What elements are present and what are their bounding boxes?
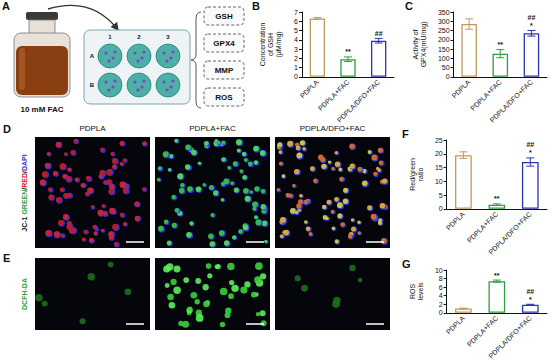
html-text:F: F — [402, 128, 409, 140]
svg-text:ROS: ROS — [409, 284, 416, 300]
svg-text:2: 2 — [137, 34, 141, 40]
svg-text:Red/green: Red/green — [409, 158, 417, 191]
svg-text:GPX4(mU/mg): GPX4(mU/mg) — [420, 21, 428, 67]
svg-text:PDPLA: PDPLA — [445, 210, 466, 231]
html-text:RED: RED — [20, 172, 28, 188]
svg-text:300: 300 — [438, 18, 450, 25]
html-text:GREEN: GREEN — [20, 189, 28, 215]
html-text:A: A — [2, 0, 10, 12]
svg-text:of GSH: of GSH — [267, 33, 274, 56]
svg-text:Concentration: Concentration — [259, 23, 266, 67]
svg-text:10 mM FAC: 10 mM FAC — [20, 105, 63, 114]
svg-text:8: 8 — [439, 275, 443, 282]
svg-text:5: 5 — [294, 27, 298, 34]
svg-text:##: ## — [526, 288, 534, 295]
svg-text:PDPLA/DFO+FAC: PDPLA/DFO+FAC — [487, 210, 532, 255]
svg-text:**: ** — [345, 48, 351, 55]
svg-text:350: 350 — [438, 9, 450, 16]
svg-text:10: 10 — [435, 178, 443, 185]
html-text:E: E — [3, 252, 11, 264]
svg-text:**: ** — [498, 41, 504, 48]
svg-text:Activity of: Activity of — [412, 29, 420, 59]
svg-text:2: 2 — [439, 301, 443, 308]
svg-text:6: 6 — [294, 18, 298, 25]
svg-text:PDPLA/DFO+FAC: PDPLA/DFO+FAC — [336, 78, 381, 123]
svg-text:PDPLA+FAC: PDPLA+FAC — [466, 314, 500, 348]
svg-text:GSH: GSH — [215, 12, 233, 21]
svg-text:1: 1 — [294, 64, 298, 71]
html-text:D: D — [3, 123, 11, 135]
svg-text:3: 3 — [294, 46, 298, 53]
html-text:JC-1: JC-1 — [20, 214, 28, 232]
svg-text:ROS: ROS — [215, 93, 233, 102]
svg-text:0: 0 — [294, 73, 298, 80]
svg-text:10: 10 — [435, 267, 443, 274]
svg-text:(μM/mg): (μM/mg) — [275, 31, 283, 57]
svg-text:*: * — [530, 22, 533, 29]
svg-text:GPX4: GPX4 — [213, 39, 235, 48]
svg-text:PDPLA: PDPLA — [445, 314, 466, 335]
svg-text:PDPLA: PDPLA — [450, 78, 471, 99]
html-text:C: C — [405, 0, 413, 12]
svg-text:25: 25 — [435, 137, 443, 144]
svg-text:PDPLA+FAC: PDPLA+FAC — [466, 210, 500, 244]
svg-text:B: B — [90, 82, 95, 88]
svg-text:1: 1 — [108, 34, 112, 40]
svg-text:**: ** — [494, 195, 500, 202]
svg-text:PDPLA/DFO+FAC: PDPLA/DFO+FAC — [487, 314, 532, 359]
svg-text:3: 3 — [166, 34, 170, 40]
svg-text:ratio: ratio — [417, 168, 424, 182]
svg-text:PDPLA+FAC: PDPLA+FAC — [317, 78, 351, 112]
svg-text:0: 0 — [446, 73, 450, 80]
svg-text:##: ## — [375, 30, 383, 37]
svg-text:2: 2 — [294, 55, 298, 62]
svg-text:PDPLA+FAC: PDPLA+FAC — [469, 78, 503, 112]
svg-text:250: 250 — [438, 27, 450, 34]
svg-text:4: 4 — [294, 36, 298, 43]
svg-text:0: 0 — [439, 309, 443, 316]
svg-text:100: 100 — [438, 55, 450, 62]
svg-text:4: 4 — [439, 292, 443, 299]
svg-text:##: ## — [526, 141, 534, 148]
svg-text:200: 200 — [438, 36, 450, 43]
html-text:B: B — [252, 0, 260, 12]
svg-text:50: 50 — [442, 64, 450, 71]
svg-text:7: 7 — [294, 9, 298, 16]
svg-text:A: A — [90, 53, 95, 59]
svg-text:*: * — [529, 296, 532, 303]
svg-text:**: ** — [494, 272, 500, 279]
svg-text:PDPLA: PDPLA — [299, 78, 320, 99]
svg-text:##: ## — [528, 14, 536, 21]
html-text:G: G — [402, 258, 411, 270]
svg-text:MMP: MMP — [215, 66, 234, 75]
svg-text:PDPLA/DFO+FAC: PDPLA/DFO+FAC — [488, 78, 533, 123]
html-text:PDPLA/DFO+FAC: PDPLA/DFO+FAC — [299, 124, 366, 133]
svg-text:20: 20 — [435, 150, 443, 157]
html-text:PDPLA+FAC: PDPLA+FAC — [189, 124, 236, 133]
svg-text:6: 6 — [439, 284, 443, 291]
svg-text:levels: levels — [417, 282, 424, 300]
html-text:DCFH-DA: DCFH-DA — [20, 278, 28, 310]
svg-text:*: * — [529, 149, 532, 156]
html-text:PDPLA: PDPLA — [79, 124, 106, 133]
svg-text:15: 15 — [435, 164, 443, 171]
svg-text:5: 5 — [439, 192, 443, 199]
svg-text:150: 150 — [438, 46, 450, 53]
svg-text:0: 0 — [439, 205, 443, 212]
html-text:DAPI: DAPI — [20, 153, 28, 171]
